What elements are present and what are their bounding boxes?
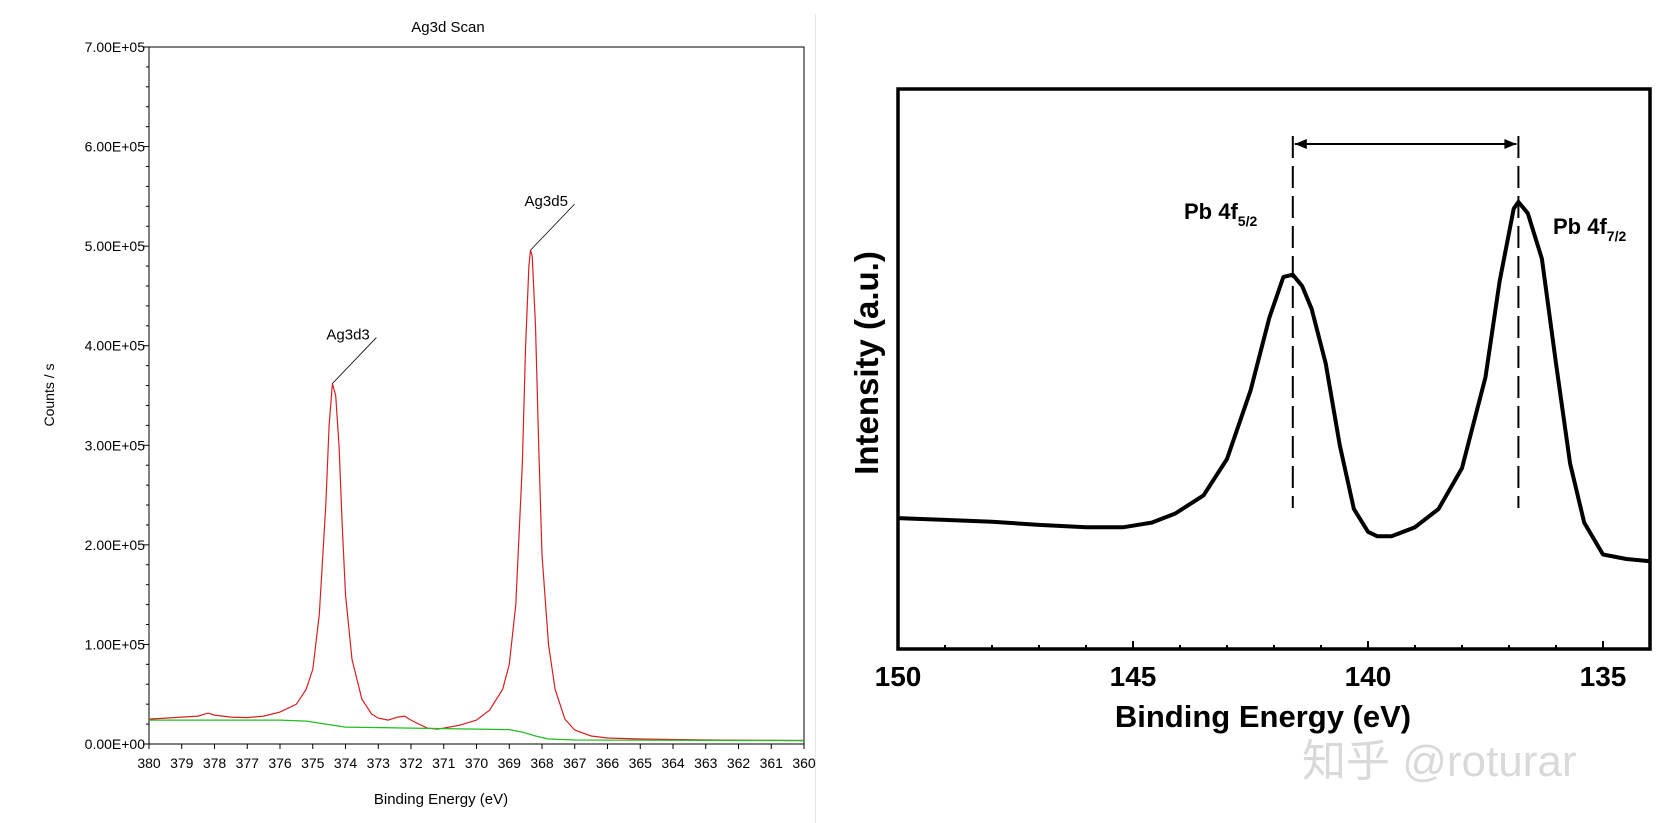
left-x-tick-label: 379 bbox=[170, 755, 194, 771]
left-x-tick-label: 374 bbox=[334, 755, 358, 771]
left-x-tick-label: 367 bbox=[563, 755, 587, 771]
left-x-tick-label: 377 bbox=[236, 755, 260, 771]
left-x-tick-label: 368 bbox=[530, 755, 554, 771]
left-x-tick-label: 378 bbox=[203, 755, 227, 771]
panel-divider bbox=[815, 14, 816, 823]
left-y-tick-label: 4.00E+05 bbox=[85, 338, 146, 354]
left-x-tick-label: 375 bbox=[301, 755, 325, 771]
left-x-tick-label: 380 bbox=[137, 755, 161, 771]
right-x-tick-label: 150 bbox=[875, 661, 922, 692]
right-x-tick-label: 135 bbox=[1580, 661, 1627, 692]
right-y-axis-label: Intensity (a.u.) bbox=[848, 251, 885, 475]
right-series-pb4f bbox=[897, 199, 1651, 564]
left-chart: Ag3d Scan 380 379 378 377 376 375 374 373 372 371… bbox=[41, 19, 816, 808]
right-x-axis-label: Binding Energy (eV) bbox=[1115, 699, 1411, 734]
left-x-tick-label: 369 bbox=[498, 755, 522, 771]
left-x-tick-label: 363 bbox=[694, 755, 718, 771]
left-x-tick-label: 372 bbox=[399, 755, 423, 771]
left-series-background bbox=[149, 719, 805, 742]
right-x-tick-label: 140 bbox=[1345, 661, 1392, 692]
left-x-tick-label: 364 bbox=[661, 755, 685, 771]
left-y-tick-label: 0.00E+00 bbox=[85, 736, 146, 752]
left-series-spectrum bbox=[148, 249, 805, 742]
left-y-tick-label: 6.00E+05 bbox=[85, 139, 146, 155]
left-x-axis-label: Binding Energy (eV) bbox=[374, 791, 508, 808]
left-y-tick-label: 7.00E+05 bbox=[85, 39, 146, 55]
left-plot-frame bbox=[148, 46, 805, 745]
left-y-axis-label: Counts / s bbox=[41, 363, 57, 426]
left-series-group bbox=[148, 249, 805, 742]
right-chart: 150 145 140 135 Pb 4f5/2 Pb 4f7/2 Binding E… bbox=[848, 87, 1652, 734]
left-x-tick-label: 366 bbox=[596, 755, 620, 771]
left-x-tick-label: 376 bbox=[268, 755, 292, 771]
right-x-tick-label: 145 bbox=[1110, 661, 1157, 692]
peak-label-pb4f72-sub: 7/2 bbox=[1607, 228, 1627, 244]
left-y-tick-label: 2.00E+05 bbox=[85, 537, 146, 553]
right-axis-ticks: 150 145 140 135 bbox=[875, 641, 1651, 692]
right-peak-markers bbox=[1291, 136, 1520, 508]
left-x-tick-label: 373 bbox=[367, 755, 391, 771]
left-axis-ticks: 380 379 378 377 376 375 374 373 372 371 370 369 368 3… bbox=[85, 39, 816, 771]
peak-label-pb4f52-sub: 5/2 bbox=[1238, 213, 1258, 229]
right-series-group bbox=[897, 199, 1651, 564]
left-x-tick-label: 365 bbox=[629, 755, 653, 771]
right-plot-frame bbox=[896, 87, 1652, 651]
left-panel-background bbox=[0, 0, 815, 823]
left-x-tick-label: 370 bbox=[465, 755, 489, 771]
left-annotations: Ag3d3 Ag3d5 bbox=[326, 193, 575, 384]
left-annotation-label: Ag3d5 bbox=[525, 193, 568, 210]
peak-label-pb4f72-main: Pb 4f bbox=[1553, 214, 1607, 239]
left-y-tick-label: 1.00E+05 bbox=[85, 636, 146, 652]
left-annotation-leader bbox=[332, 337, 377, 384]
right-arrow-head-left bbox=[1294, 139, 1307, 149]
left-y-tick-label: 5.00E+05 bbox=[85, 238, 146, 254]
left-y-tick-label: 3.00E+05 bbox=[85, 437, 146, 453]
left-x-tick-label: 371 bbox=[432, 755, 456, 771]
peak-label-pb4f72: Pb 4f7/2 bbox=[1553, 214, 1626, 244]
left-annotation-label: Ag3d3 bbox=[326, 327, 369, 344]
right-arrow-head-right bbox=[1504, 139, 1517, 149]
left-annotation-leader bbox=[530, 203, 575, 251]
left-x-tick-label: 360 bbox=[792, 755, 816, 771]
watermark-text: 知乎 @roturar bbox=[1302, 737, 1576, 786]
peak-label-pb4f52: Pb 4f5/2 bbox=[1184, 199, 1257, 229]
peak-label-pb4f52-main: Pb 4f bbox=[1184, 199, 1238, 224]
left-x-tick-label: 362 bbox=[727, 755, 751, 771]
left-x-tick-label: 361 bbox=[760, 755, 784, 771]
left-chart-title: Ag3d Scan bbox=[411, 19, 484, 36]
